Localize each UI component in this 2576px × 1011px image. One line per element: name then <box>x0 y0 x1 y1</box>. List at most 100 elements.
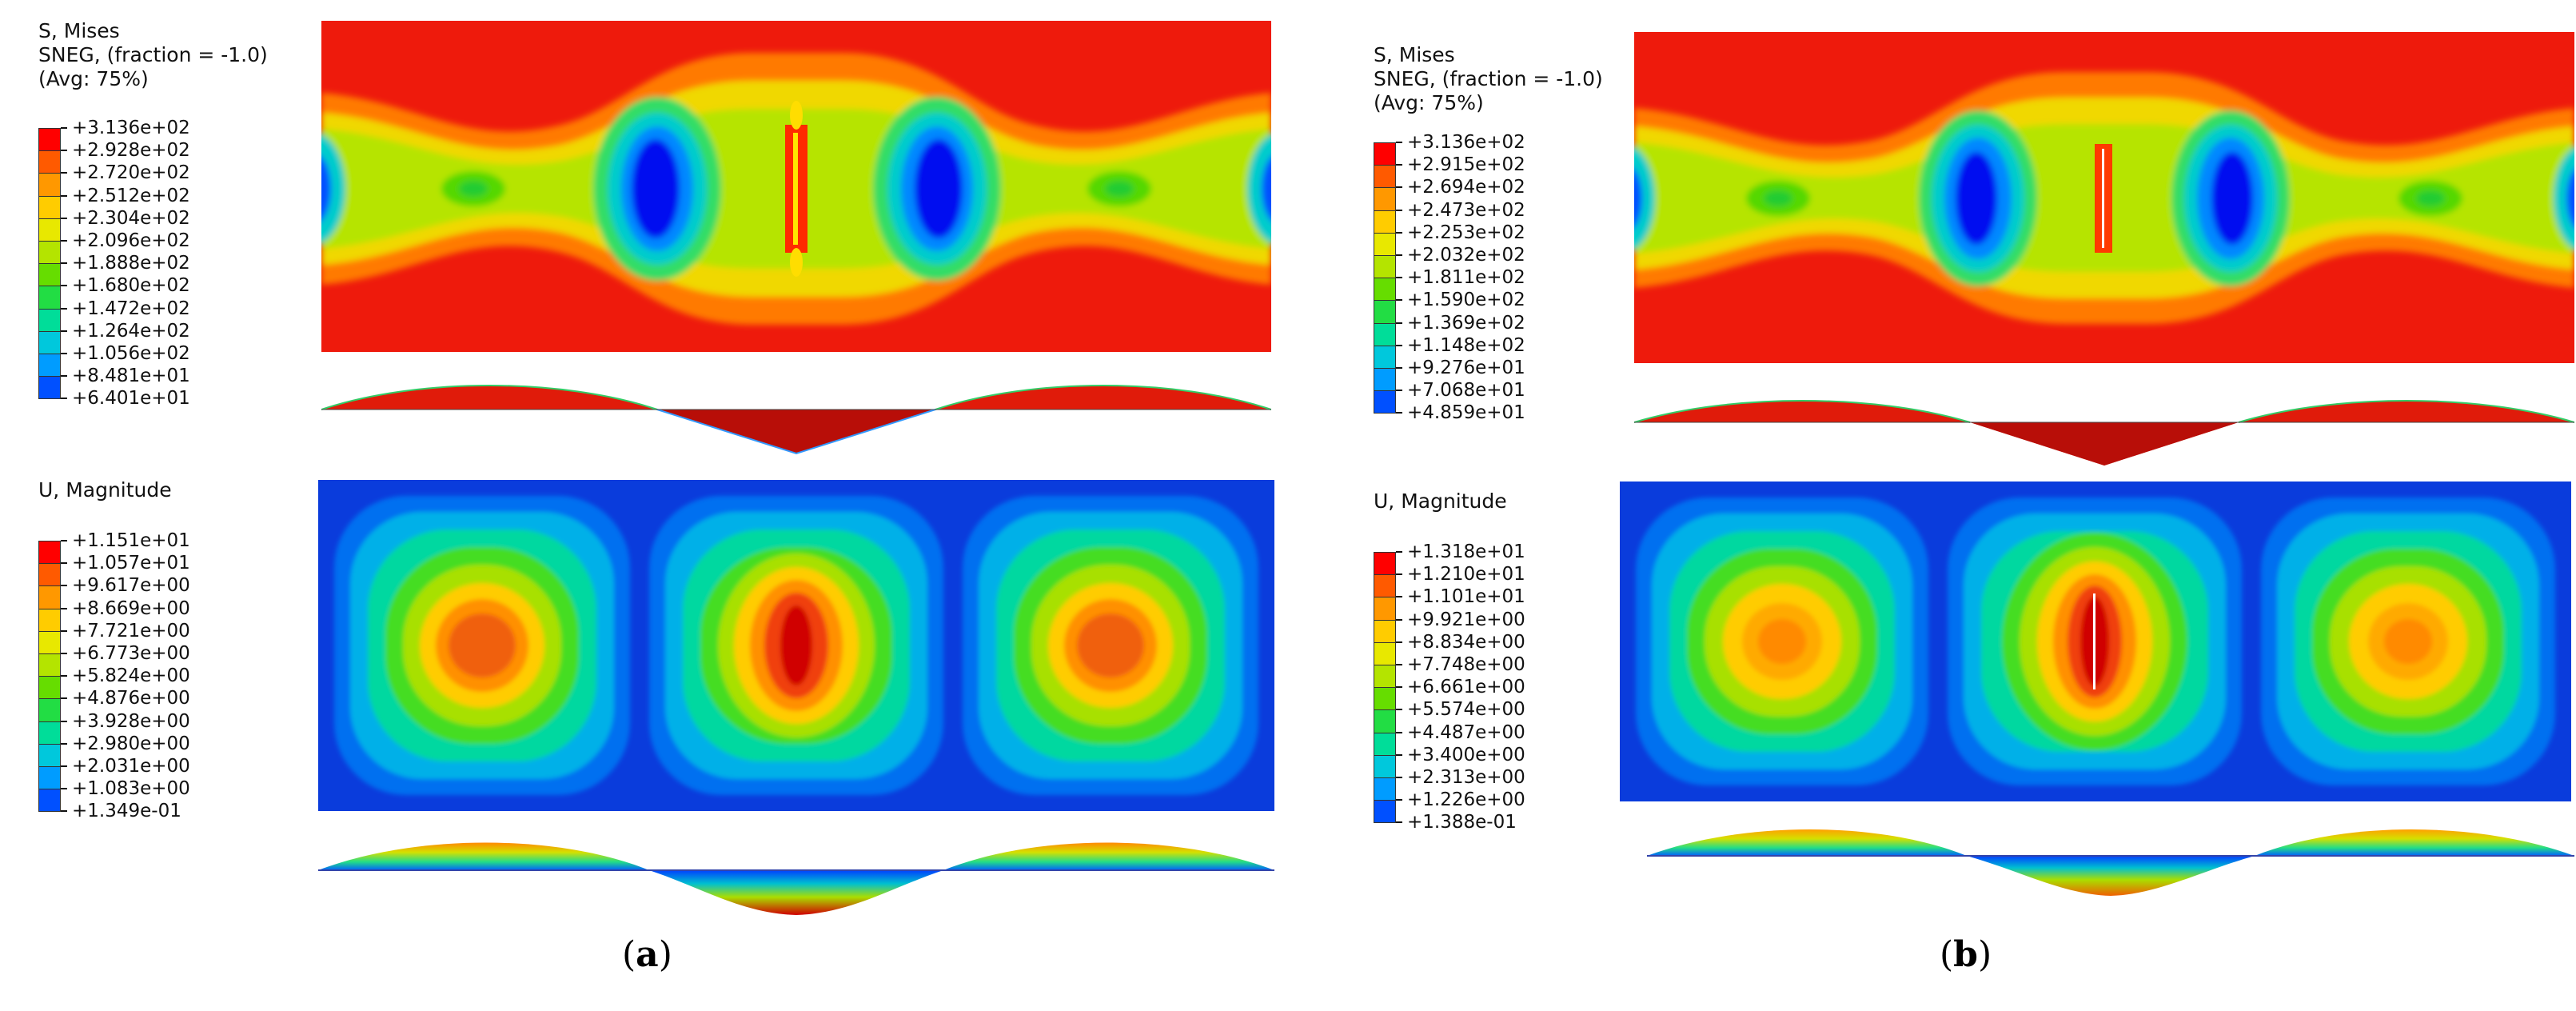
legend-label: +1.210e+01 <box>1407 564 1525 585</box>
legend-swatch <box>38 721 61 745</box>
legend-swatch <box>38 241 61 265</box>
legend-tick <box>1396 299 1402 302</box>
legend-swatch <box>1374 210 1396 234</box>
stress-title-line: S, Mises <box>1374 43 1455 66</box>
legend-label: +1.318e+01 <box>1407 541 1525 562</box>
legend-swatch <box>1374 687 1396 711</box>
legend-tick <box>61 353 67 354</box>
legend-swatch <box>38 653 61 677</box>
legend-tick <box>61 653 67 654</box>
legend-label: +1.056e+02 <box>72 343 190 364</box>
legend-tick <box>1396 753 1402 756</box>
panel-caption-b: (b) <box>1940 934 1992 975</box>
legend-label: +2.720e+02 <box>72 162 190 184</box>
legend-tick <box>1396 777 1402 778</box>
legend-tick <box>61 150 67 152</box>
caption-letter: b <box>1953 934 1978 975</box>
legend-swatch <box>38 630 61 654</box>
legend-tick <box>61 262 67 265</box>
legend-label: +1.349e-01 <box>72 801 181 822</box>
legend-tick <box>1396 367 1402 369</box>
legend-swatch <box>38 263 61 287</box>
legend-tick <box>61 607 67 609</box>
legend-tick <box>61 194 67 197</box>
legend-swatch <box>38 173 61 197</box>
legend-tick <box>61 375 67 378</box>
legend-tick <box>61 172 67 174</box>
legend-tick <box>1396 686 1402 689</box>
legend-swatch <box>38 563 61 587</box>
legend-label: +1.811e+02 <box>1407 267 1525 289</box>
legend-label: +1.472e+02 <box>72 298 190 319</box>
legend-label: +1.369e+02 <box>1407 312 1525 334</box>
legend-label: +1.590e+02 <box>1407 290 1525 311</box>
legend-label: +9.276e+01 <box>1407 358 1525 378</box>
legend-swatch <box>1374 278 1396 302</box>
legend-tick <box>61 330 67 332</box>
displacement-deformed-profile-a <box>318 842 1274 915</box>
caption-paren-close: ) <box>658 934 672 975</box>
legend-tick <box>61 675 67 677</box>
legend-swatch <box>1374 552 1396 576</box>
legend-label: +2.980e+00 <box>72 733 190 754</box>
legend-swatch <box>1374 322 1396 346</box>
legend-tick <box>1396 799 1402 801</box>
legend-label: +8.834e+00 <box>1407 631 1525 653</box>
legend-swatch <box>38 354 61 378</box>
legend-swatch <box>1374 390 1396 414</box>
legend-tick <box>61 307 67 310</box>
legend-tick <box>1396 142 1402 143</box>
legend-tick <box>1396 277 1402 279</box>
legend-swatch <box>38 218 61 242</box>
legend-swatch <box>38 743 61 767</box>
legend-tick <box>61 562 67 565</box>
legend-label: +9.617e+00 <box>72 575 190 597</box>
legend-swatch <box>38 150 61 174</box>
legend-label: +6.773e+00 <box>72 643 190 664</box>
panel-caption-a: (a) <box>622 934 672 975</box>
stress-title-line: S, Mises <box>38 19 120 42</box>
legend-swatch <box>1374 345 1396 369</box>
legend-label: +2.304e+02 <box>72 207 190 229</box>
stress-deformed-profile-a <box>321 385 1271 455</box>
legend-label: +8.669e+00 <box>72 597 190 619</box>
legend-tick <box>1396 641 1402 643</box>
legend-tick <box>1396 209 1402 211</box>
caption-letter: a <box>636 934 659 975</box>
legend-label: +3.928e+00 <box>72 710 190 732</box>
legend-label: +7.721e+00 <box>72 620 190 641</box>
legend-tick <box>61 240 67 242</box>
legend-swatch <box>1374 800 1396 824</box>
legend-swatch <box>1374 574 1396 598</box>
displacement-contour-plot-a <box>318 480 1274 811</box>
caption-paren-close: ) <box>1977 934 1992 975</box>
legend-label: +1.264e+02 <box>72 320 190 342</box>
legend-label: +3.136e+02 <box>1407 132 1525 153</box>
legend-swatch <box>38 698 61 722</box>
legend-label: +7.068e+01 <box>1407 380 1525 402</box>
legend-tick <box>1396 551 1402 553</box>
legend-swatch <box>38 541 61 565</box>
legend-tick <box>1396 344 1402 346</box>
legend-tick <box>61 629 67 632</box>
legend-swatch <box>38 585 61 609</box>
legend-label: +1.680e+02 <box>72 275 190 297</box>
displacement-contour-plot-b <box>1620 482 2571 801</box>
legend-swatch <box>1374 597 1396 621</box>
legend-swatch <box>38 608 61 632</box>
stress-title-line: SNEG, (fraction = -1.0) <box>38 43 268 66</box>
legend-label: +5.824e+00 <box>72 665 190 687</box>
legend-tick <box>61 585 67 587</box>
legend-label: +9.921e+00 <box>1407 609 1525 630</box>
caption-paren-open: ( <box>1940 934 1954 975</box>
legend-label: +1.388e-01 <box>1407 812 1517 833</box>
legend-swatch <box>1374 619 1396 643</box>
displacement-title-line: U, Magnitude <box>1374 490 1507 513</box>
legend-tick <box>1396 664 1402 665</box>
legend-tick <box>61 217 67 219</box>
legend-label: +3.136e+02 <box>72 118 190 138</box>
legend-swatch <box>1374 754 1396 778</box>
legend-label: +4.859e+01 <box>1407 402 1525 424</box>
legend-tick <box>61 742 67 745</box>
legend-label: +2.694e+02 <box>1407 177 1525 198</box>
